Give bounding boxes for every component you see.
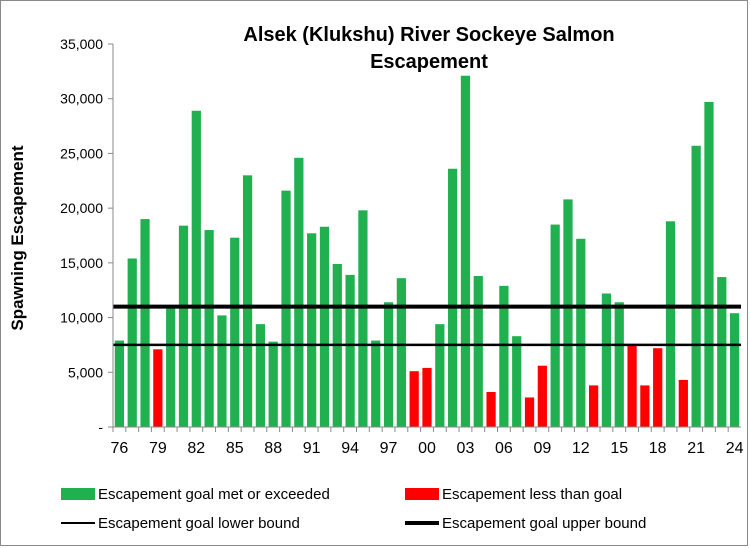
y-axis-label: Spawning Escapement [8,145,27,330]
x-tick-label: 91 [303,440,321,457]
bar-1996 [371,340,381,427]
y-tick-label: 20,000 [60,200,103,216]
bar-2024 [729,313,740,427]
x-tick-label: 09 [533,440,551,457]
bar-1979 [153,349,163,427]
bar-2011 [563,199,573,427]
bar-1997 [383,302,394,427]
x-tick-label: 21 [687,440,705,457]
x-tick-label: 94 [341,440,359,457]
bars [114,75,740,428]
legend-label-2: Escapement less than goal [442,486,622,503]
chart-title-line-1: Alsek (Klukshu) River Sockeye Salmon [243,24,614,46]
legend-swatch-1 [61,488,95,500]
bar-2013 [588,385,599,427]
bar-2000 [422,367,432,427]
legend-label-1: Escapement goal met or exceeded [98,486,330,503]
bar-2005 [486,391,496,427]
axes [112,44,741,428]
bar-1991 [307,233,317,427]
bar-2023 [717,277,727,427]
bar-2016 [627,344,637,427]
y-tick-label: 5,000 [68,364,103,380]
bar-2021 [691,145,701,428]
bar-2001 [435,324,445,427]
bar-1990 [294,157,304,427]
bar-2004 [473,275,483,427]
bar-2015 [614,302,624,427]
x-tick-label: 15 [610,440,628,457]
x-tick-label: 85 [226,440,244,457]
bar-2018 [653,348,663,427]
bar-1995 [358,210,368,427]
bar-1998 [396,278,406,427]
x-tick-label: 06 [495,440,513,457]
x-tick-label: 18 [649,440,667,457]
bar-1999 [409,371,419,427]
x-tick-label: 97 [380,440,398,457]
bar-1980 [166,305,176,427]
bar-2019 [665,221,676,427]
bar-1983 [204,230,214,427]
x-tick-label: 88 [264,440,282,457]
bar-2006 [499,285,509,427]
bar-1988 [268,341,278,427]
bar-2008 [524,397,535,427]
bar-2003 [460,75,471,427]
bar-1984 [217,315,227,427]
legend-swatch-2 [405,488,439,500]
y-tick-label: 10,000 [60,310,103,326]
bar-2017 [640,385,650,427]
bar-2002 [448,168,458,427]
y-tick-label: - [98,419,103,435]
x-tick-label: 00 [418,440,436,457]
bar-2007 [512,336,522,427]
bar-1982 [191,110,201,427]
x-tick-label: 79 [149,440,167,457]
chart-title-line-2: Escapement [370,51,488,73]
y-tick-label: 35,000 [60,36,103,52]
bar-2010 [550,224,560,427]
y-tick-label: 25,000 [60,145,103,161]
x-tick-label: 12 [572,440,590,457]
bar-1977 [127,258,137,427]
goal-bounds [113,304,741,347]
y-tick-label: 15,000 [60,255,103,271]
x-axis-ticks: 76 79 82 85 88 91 94 97 00 03 06 09 12 15 18 21 24 [111,427,744,457]
bar-2022 [704,101,714,428]
x-tick-label: 03 [457,440,475,457]
legend: Escapement goal met or exceeded Escapemen… [61,486,646,532]
y-axis-ticks: - 5,000 10,000 15,000 20,000 25,000 30,000 35,0… [60,36,113,435]
bar-2009 [537,365,547,427]
bar-1986 [242,175,253,427]
bar-1978 [140,219,150,427]
legend-label-3: Escapement goal lower bound [98,515,300,532]
bar-1989 [281,190,291,427]
legend-label-4: Escapement goal upper bound [442,515,646,532]
x-tick-label: 82 [187,440,205,457]
bar-2012 [576,238,586,427]
bar-1987 [255,324,266,427]
bar-1994 [345,274,355,427]
y-tick-label: 30,000 [60,91,103,107]
bar-1985 [230,237,240,427]
bar-2014 [601,293,612,427]
bar-1992 [319,226,330,427]
bar-1976 [114,340,125,427]
bar-2020 [678,379,688,427]
bar-1981 [178,225,189,427]
x-tick-label: 76 [111,440,129,457]
x-tick-label: 24 [726,440,744,457]
